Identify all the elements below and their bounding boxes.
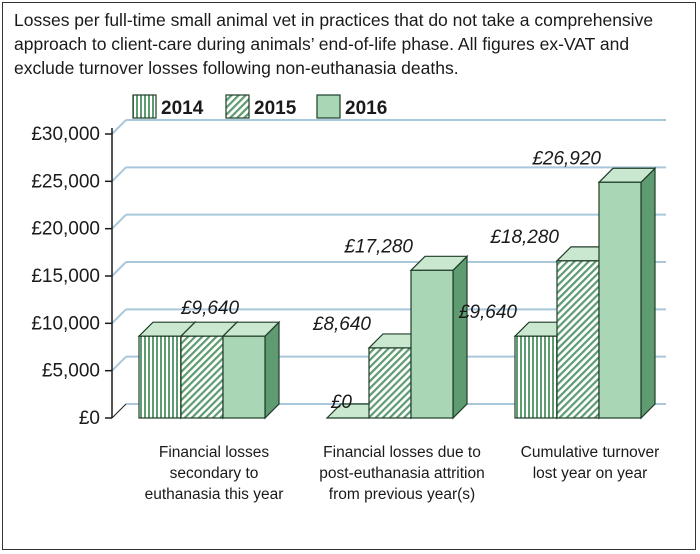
data-label: £9,640 xyxy=(458,302,518,323)
y-tick-label: £20,000 xyxy=(31,219,100,240)
category-label-line: secondary to xyxy=(170,465,259,482)
data-labels: £9,640 £0 £8,640 £17,280 £9,640 £18,280 £26,92… xyxy=(180,148,601,413)
legend-label-2016: 2016 xyxy=(345,98,387,119)
gridline-diag xyxy=(111,166,127,183)
bar-side xyxy=(452,254,468,420)
y-tick-label: £10,000 xyxy=(31,313,100,334)
legend: 2014 2015 2016 xyxy=(132,94,387,119)
legend-label-2015: 2015 xyxy=(254,98,297,119)
category-label-1: Financial losses due to post-euthanasia a… xyxy=(319,444,484,503)
gridline-diag xyxy=(111,308,127,325)
data-label: £17,280 xyxy=(343,236,413,257)
bar-front xyxy=(556,260,600,419)
data-label: £8,640 xyxy=(312,314,372,335)
bar-2016-cat-1 xyxy=(409,254,469,420)
y-tick-label: £0 xyxy=(79,408,100,429)
category-label-line: Financial losses xyxy=(159,444,270,461)
floor-diag xyxy=(111,403,127,419)
y-tick-label: £30,000 xyxy=(31,124,100,145)
bar-front xyxy=(410,269,454,419)
category-label-line: post-euthanasia attrition xyxy=(319,465,484,482)
bar-side xyxy=(264,320,280,420)
gridline-diag xyxy=(111,119,127,135)
y-axis: £0 £5,000 £10,000 £15,000 £20,000 £25,000 £30,… xyxy=(31,124,127,429)
category-label-0: Financial losses secondary to euthanasia t… xyxy=(145,444,284,503)
category-labels: Financial losses secondary to euthanasia t… xyxy=(145,444,660,503)
category-label-line: euthanasia this year xyxy=(145,486,284,503)
y-tick-label: £25,000 xyxy=(31,171,100,192)
bar-front xyxy=(598,181,642,419)
bar-front xyxy=(138,335,182,419)
data-label: £0 xyxy=(330,392,353,413)
category-label-line: lost year on year xyxy=(533,465,648,482)
data-label: £18,280 xyxy=(489,227,559,248)
legend-swatch-2015 xyxy=(225,94,250,119)
bar-2016-cat-0 xyxy=(221,320,281,420)
y-tick-label: £15,000 xyxy=(31,266,100,287)
category-label-line: from previous year(s) xyxy=(329,486,475,503)
bar-front xyxy=(368,347,412,419)
gridline-diag xyxy=(111,261,127,277)
bars xyxy=(137,166,657,420)
bar-side xyxy=(640,166,656,420)
bar-front xyxy=(514,335,558,419)
legend-swatch-2014 xyxy=(132,94,157,119)
bar-front xyxy=(180,335,224,419)
legend-swatch-2016 xyxy=(316,94,341,119)
bar-2016-cat-2 xyxy=(597,166,657,420)
category-label-2: Cumulative turnover lost year on year xyxy=(521,444,660,482)
data-label: £26,920 xyxy=(531,148,601,169)
gridline-diag xyxy=(111,213,127,230)
legend-label-2014: 2014 xyxy=(161,98,204,119)
category-label-line: Cumulative turnover xyxy=(521,444,660,461)
gridline-diag xyxy=(111,355,127,372)
category-label-line: Financial losses due to xyxy=(323,444,481,461)
y-tick-label: £5,000 xyxy=(42,361,100,382)
bar-front xyxy=(222,335,266,419)
chart-title: Losses per full-time small animal vet in… xyxy=(14,10,654,78)
data-label: £9,640 xyxy=(180,298,240,319)
